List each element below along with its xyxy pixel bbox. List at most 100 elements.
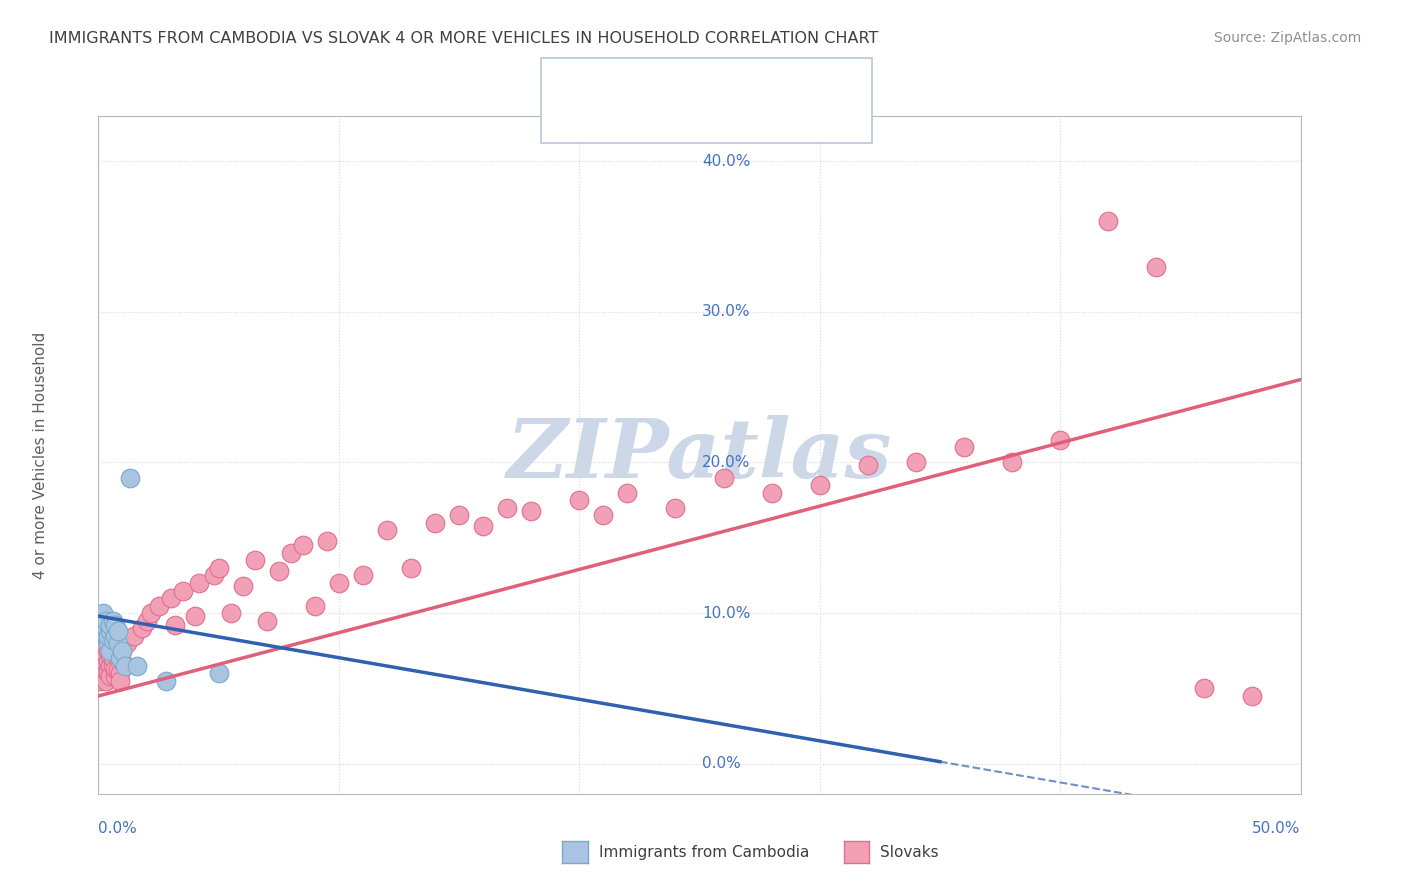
Point: [131, 621, 153, 635]
Point: [101, 658, 124, 673]
Point: [124, 629, 146, 643]
Point: [232, 579, 254, 593]
Point: [125, 658, 148, 673]
Point: [107, 651, 129, 665]
Point: [172, 583, 194, 598]
Point: [101, 614, 124, 628]
Point: [219, 606, 242, 620]
Point: [101, 633, 124, 648]
Text: R = -0.218   N = 24: R = -0.218 N = 24: [607, 75, 770, 93]
Point: [108, 666, 131, 681]
Point: [100, 618, 122, 632]
Point: [100, 648, 122, 663]
Point: [94, 629, 117, 643]
Point: [104, 669, 127, 683]
Point: [315, 533, 337, 548]
Point: [472, 518, 495, 533]
Point: [1241, 689, 1264, 703]
Point: [91, 658, 114, 673]
Text: IMMIGRANTS FROM CAMBODIA VS SLOVAK 4 OR MORE VEHICLES IN HOUSEHOLD CORRELATION C: IMMIGRANTS FROM CAMBODIA VS SLOVAK 4 OR …: [49, 31, 879, 46]
Point: [208, 666, 231, 681]
Text: 20.0%: 20.0%: [702, 455, 751, 470]
Point: [97, 654, 120, 668]
Point: [352, 568, 374, 582]
Text: Slovaks: Slovaks: [880, 845, 939, 860]
Text: 40.0%: 40.0%: [702, 153, 751, 169]
Point: [1001, 455, 1024, 469]
Point: [148, 599, 170, 613]
Point: [808, 478, 831, 492]
Point: [111, 644, 134, 658]
Point: [114, 658, 136, 673]
Text: 50.0%: 50.0%: [1253, 821, 1301, 836]
Point: [592, 508, 614, 523]
Point: [97, 629, 120, 643]
Point: [141, 606, 163, 620]
Point: [94, 621, 117, 635]
Text: ZIPatlas: ZIPatlas: [506, 415, 893, 495]
Point: [375, 523, 398, 537]
Point: [1194, 681, 1216, 696]
Point: [188, 576, 211, 591]
Point: [664, 500, 686, 515]
Point: [100, 658, 122, 673]
Point: [1097, 214, 1119, 228]
Point: [165, 618, 187, 632]
Point: [616, 485, 638, 500]
Text: 0.0%: 0.0%: [98, 821, 138, 836]
Point: [91, 651, 114, 665]
Point: [111, 654, 134, 668]
Point: [135, 614, 157, 628]
Point: [94, 666, 117, 681]
Point: [423, 516, 446, 530]
Point: [94, 639, 117, 653]
Point: [97, 666, 120, 681]
Point: [953, 441, 976, 455]
Point: [107, 664, 129, 678]
Point: [94, 614, 117, 628]
Text: R =  0.553   N = 74: R = 0.553 N = 74: [607, 108, 769, 126]
Point: [107, 624, 129, 639]
Point: [328, 576, 350, 591]
Point: [155, 673, 177, 688]
Point: [91, 606, 114, 620]
Point: [91, 621, 114, 635]
Point: [280, 546, 302, 560]
Point: [97, 644, 120, 658]
Point: [91, 629, 114, 643]
Point: [90, 614, 112, 628]
Point: [104, 618, 127, 632]
Point: [202, 568, 225, 582]
Point: [208, 561, 231, 575]
Text: 30.0%: 30.0%: [702, 304, 751, 319]
Point: [101, 651, 124, 665]
Point: [520, 503, 543, 517]
Point: [90, 673, 112, 688]
Point: [568, 493, 591, 508]
Point: [183, 609, 205, 624]
Point: [713, 470, 735, 484]
Point: [1144, 260, 1167, 274]
Point: [267, 564, 290, 578]
Point: [399, 561, 422, 575]
Point: [104, 629, 127, 643]
Point: [90, 644, 112, 658]
Point: [117, 636, 139, 650]
Point: [304, 599, 326, 613]
Text: 10.0%: 10.0%: [702, 606, 751, 621]
Point: [159, 591, 181, 605]
Point: [91, 636, 114, 650]
Point: [291, 538, 314, 552]
Point: [104, 662, 127, 676]
Point: [108, 673, 131, 688]
Text: Immigrants from Cambodia: Immigrants from Cambodia: [599, 845, 810, 860]
Point: [761, 485, 783, 500]
Point: [496, 500, 519, 515]
Point: [100, 644, 122, 658]
Text: 4 or more Vehicles in Household: 4 or more Vehicles in Household: [34, 331, 48, 579]
Point: [1049, 433, 1071, 447]
Point: [107, 636, 129, 650]
Point: [108, 651, 131, 665]
Point: [97, 636, 120, 650]
Text: Source: ZipAtlas.com: Source: ZipAtlas.com: [1213, 31, 1361, 45]
